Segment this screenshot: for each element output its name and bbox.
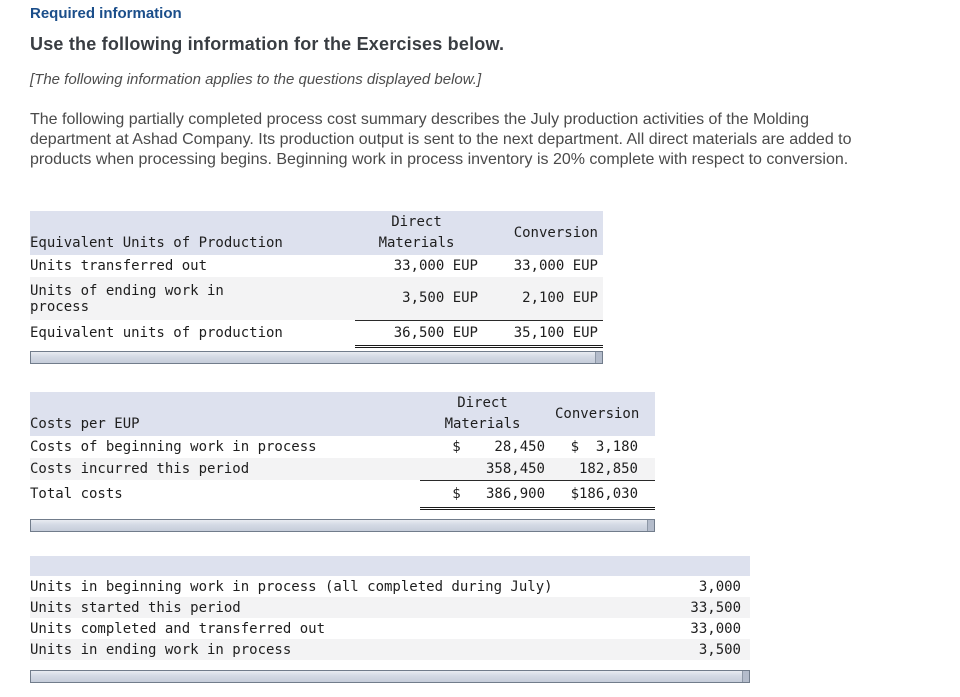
- row-label: Units transferred out: [30, 258, 208, 274]
- table-row: Units transferred out 33,000 EUP 33,000 …: [30, 255, 603, 277]
- horizontal-scrollbar[interactable]: [30, 670, 750, 683]
- problem-description: The following partially completed proces…: [30, 111, 852, 168]
- row-label: Equivalent units of production: [30, 325, 283, 341]
- empty-header-cell: [30, 556, 630, 576]
- table-header-row: Costs per EUP Direct Materials Conversio…: [30, 392, 655, 436]
- scrollbar-thumb[interactable]: [31, 671, 743, 682]
- required-information-label: Required information: [30, 5, 182, 22]
- dm-cost: $ 28,450: [452, 439, 545, 455]
- dm-cost: 358,450: [420, 458, 555, 481]
- units-value: 3,000: [698, 578, 741, 595]
- direct-materials-header: Direct Materials: [355, 211, 485, 255]
- costs-label-header: Costs per EUP: [30, 392, 420, 436]
- direct-materials-header: Direct Materials: [420, 392, 555, 436]
- row-label: Costs of beginning work in process: [30, 439, 317, 455]
- row-label: Units in beginning work in process (all …: [30, 578, 553, 595]
- dm-value: 3,500 EUP: [355, 277, 485, 321]
- conversion-header: Conversion: [555, 392, 655, 436]
- conversion-total-cost: $186,030: [555, 480, 655, 510]
- dm-total-cost: $ 386,900: [420, 480, 555, 510]
- scrollbar-thumb[interactable]: [31, 520, 648, 531]
- table-row: Units in ending work in process 3,500: [30, 639, 750, 660]
- units-value: 33,000: [690, 620, 741, 637]
- row-label: Units started this period: [30, 597, 630, 618]
- horizontal-scrollbar[interactable]: [30, 519, 655, 532]
- equivalent-units-table: Equivalent Units of Production Direct Ma…: [30, 211, 603, 348]
- table-row: Units started this period 33,500: [30, 597, 750, 618]
- table-header-row: [30, 556, 750, 576]
- conversion-cost: $ 3,180: [570, 439, 638, 455]
- costs-table: Costs per EUP Direct Materials Conversio…: [30, 392, 655, 510]
- row-label: Total costs: [30, 486, 123, 502]
- conversion-value: 2,100 EUP: [485, 277, 603, 321]
- row-label: Units completed and transferred out: [30, 620, 326, 637]
- row-label: Units of ending work in process: [30, 277, 355, 320]
- table-row: Units of ending work in process 3,500 EU…: [30, 277, 603, 321]
- table-header-row: Equivalent Units of Production Direct Ma…: [30, 211, 603, 255]
- table-total-row: Equivalent units of production 36,500 EU…: [30, 320, 603, 348]
- conversion-value: 33,000 EUP: [513, 258, 598, 274]
- units-value: 33,500: [630, 597, 750, 618]
- page-title: Use the following information for the Ex…: [30, 34, 505, 54]
- table-row: Units completed and transferred out 33,0…: [30, 618, 750, 639]
- eup-label-header: Equivalent Units of Production: [30, 211, 355, 255]
- applies-note: [The following information applies to th…: [30, 71, 482, 88]
- units-table: Units in beginning work in process (all …: [30, 556, 750, 660]
- conversion-cost: 182,850: [555, 458, 655, 481]
- horizontal-scrollbar[interactable]: [30, 351, 603, 364]
- table-row: Costs incurred this period 358,450 182,8…: [30, 458, 655, 481]
- dm-total: 36,500 EUP: [355, 320, 485, 348]
- conversion-total: 35,100 EUP: [485, 320, 603, 348]
- table-row: Units in beginning work in process (all …: [30, 576, 750, 597]
- scrollbar-thumb[interactable]: [31, 352, 596, 363]
- row-label: Units in ending work in process: [30, 639, 630, 660]
- dm-value: 33,000 EUP: [393, 258, 478, 274]
- table-row: Costs of beginning work in process $ 28,…: [30, 436, 655, 458]
- units-value: 3,500: [630, 639, 750, 660]
- conversion-header: Conversion: [485, 211, 603, 255]
- table-total-row: Total costs $ 386,900 $186,030: [30, 480, 655, 510]
- row-label: Costs incurred this period: [30, 458, 420, 480]
- empty-header-cell: [630, 556, 750, 576]
